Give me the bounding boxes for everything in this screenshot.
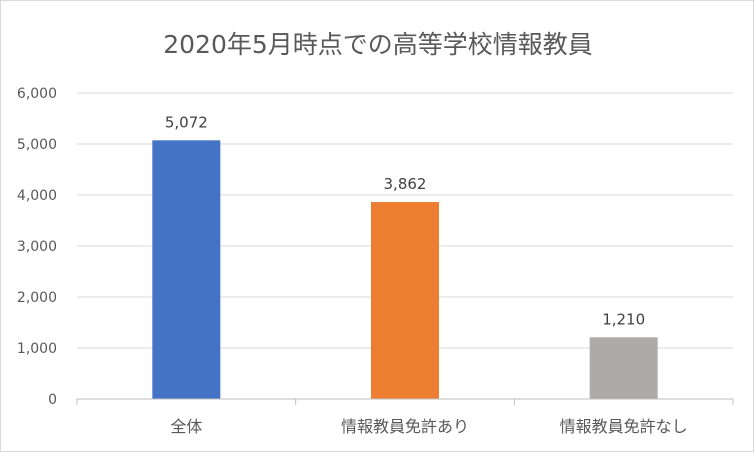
x-category-label: 情報教員免許なし <box>560 417 688 436</box>
y-tick-label: 3,000 <box>17 239 57 255</box>
y-tick-label: 0 <box>48 392 57 408</box>
x-category-label: 情報教員免許あり <box>341 417 469 436</box>
chart-title: 2020年5月時点での高等学校情報教員 <box>163 30 593 59</box>
data-labels: 5,072 3,862 1,210 <box>165 113 645 328</box>
x-category-label: 全体 <box>170 417 202 436</box>
data-label: 1,210 <box>602 310 645 328</box>
x-axis <box>76 398 734 405</box>
y-tick-label: 4,000 <box>17 188 57 204</box>
y-tick-label: 5,000 <box>17 137 57 153</box>
y-tick-label: 2,000 <box>17 290 57 306</box>
y-tick-label: 1,000 <box>17 341 57 357</box>
bar <box>371 202 439 399</box>
y-tick-label: 6,000 <box>17 86 57 102</box>
bar <box>589 337 658 399</box>
data-label: 5,072 <box>165 113 208 131</box>
y-axis-tick-labels: 0 1,000 2,000 3,000 4,000 5,000 6,000 <box>17 86 57 408</box>
x-axis-category-labels: 全体 情報教員免許あり 情報教員免許なし <box>170 417 687 436</box>
bar <box>152 140 221 399</box>
bars <box>152 140 658 399</box>
data-label: 3,862 <box>384 175 427 193</box>
